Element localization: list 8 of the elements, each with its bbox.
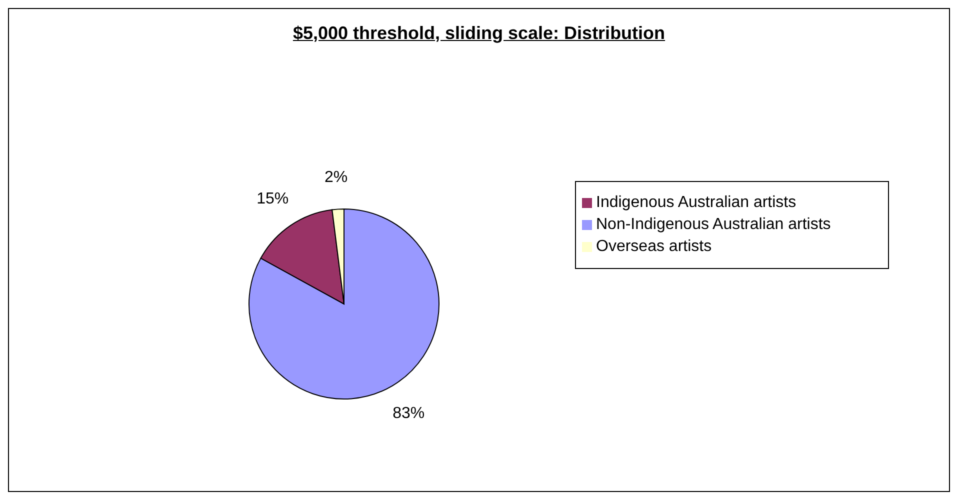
data-label: 15% <box>256 190 289 208</box>
data-label: 2% <box>324 168 348 186</box>
pie-slice <box>248 208 440 400</box>
chart-title: $5,000 threshold, sliding scale: Distribution <box>292 23 666 44</box>
data-label: 83% <box>392 404 425 422</box>
legend-label: Non-Indigenous Australian artists <box>596 216 831 233</box>
legend-label: Indigenous Australian artists <box>596 194 796 211</box>
legend-label: Overseas artists <box>596 238 712 255</box>
